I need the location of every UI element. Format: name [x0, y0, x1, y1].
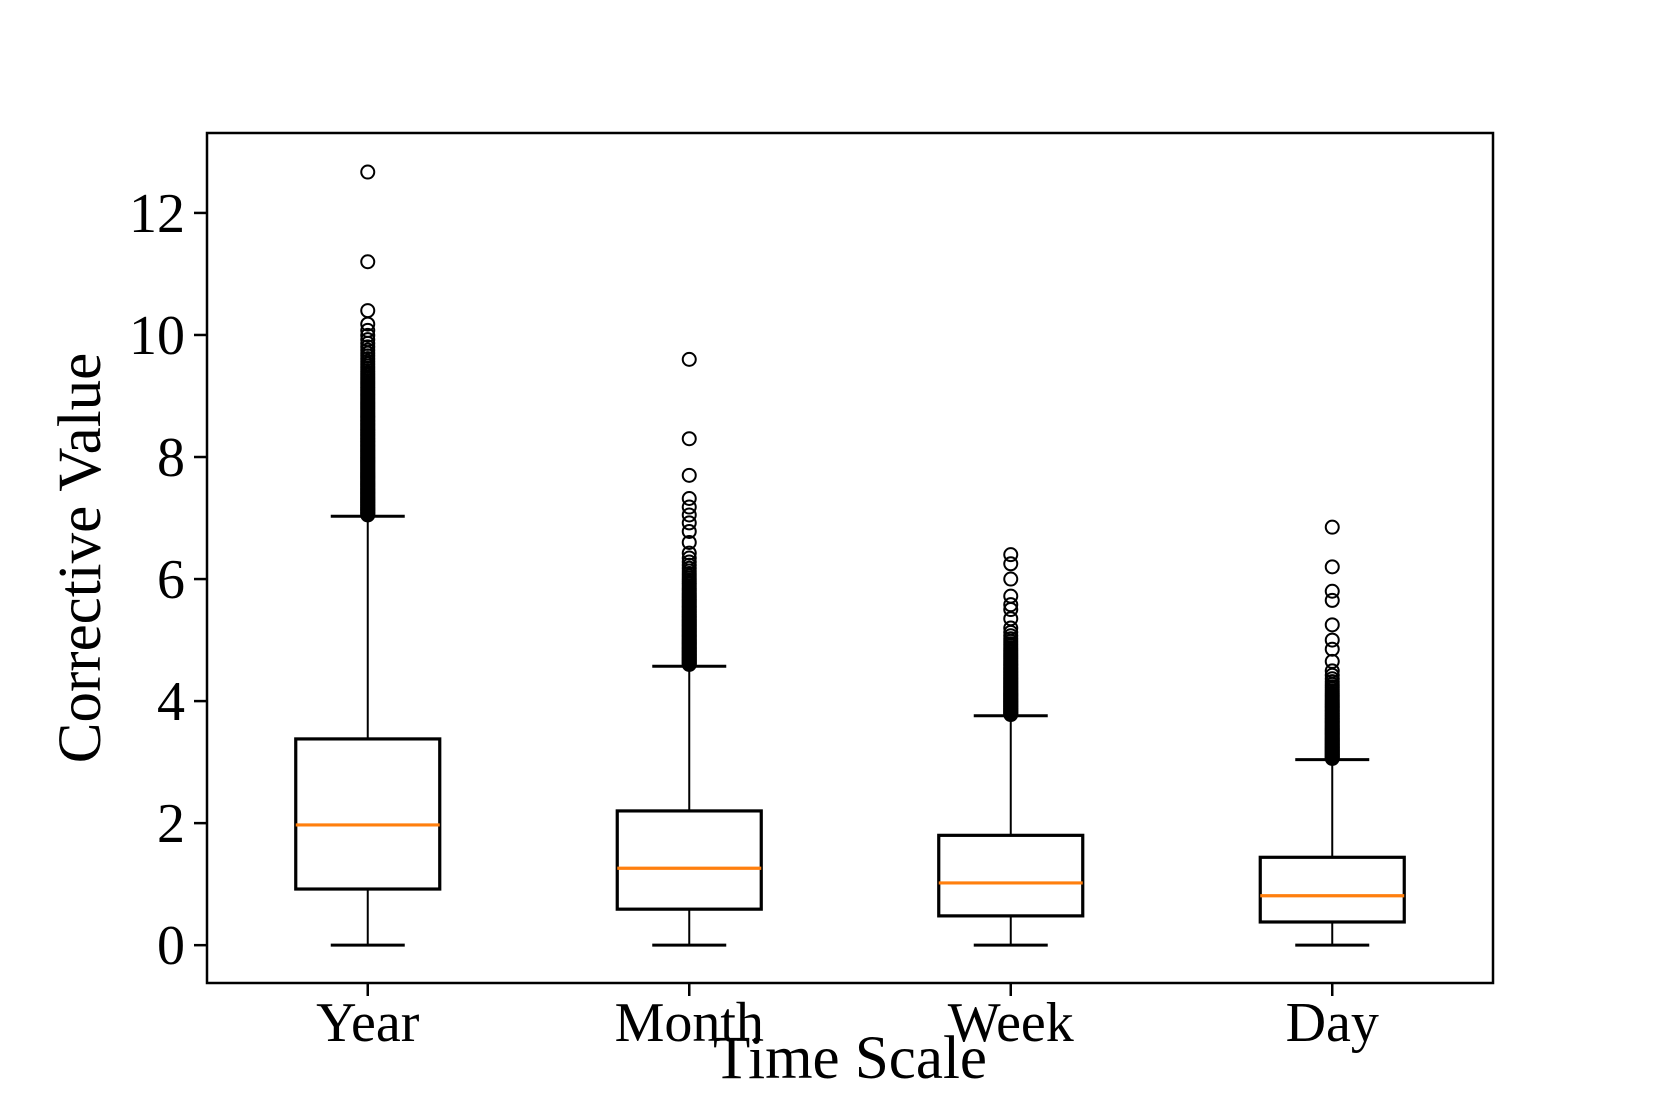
outlier-point [681, 534, 697, 550]
outlier-point [681, 507, 697, 523]
outlier-point [1003, 620, 1019, 636]
y-tick-label: 0 [157, 915, 185, 977]
outlier-point [681, 545, 697, 561]
outlier-point [1324, 641, 1340, 657]
plot-area: 0 2 4 6 8 10 12 Year Month Week Day [129, 131, 1495, 1054]
outlier-point [681, 467, 697, 483]
y-tick-label: 8 [157, 427, 185, 489]
outlier-point [681, 351, 697, 367]
outlier-point [1003, 611, 1019, 627]
y-tick-label: 4 [157, 671, 185, 733]
x-tick-label-month: Month [615, 992, 764, 1054]
y-tick-label: 6 [157, 549, 185, 611]
x-tick-label-day: Day [1286, 992, 1379, 1054]
outlier-point [360, 303, 376, 319]
outlier-point [1003, 597, 1019, 613]
x-axis-label: Time Scale [713, 1025, 987, 1092]
iqr-box-month [615, 809, 763, 911]
outlier-point [1324, 617, 1340, 633]
outlier-point [681, 499, 697, 515]
outlier-point [1324, 632, 1340, 648]
outlier-point [1003, 571, 1019, 587]
outlier-point [1324, 592, 1340, 608]
x-tick-label-year: Year [316, 992, 420, 1054]
outlier-point [360, 332, 376, 348]
x-tick-label-week: Week [948, 992, 1074, 1054]
outlier-point [1324, 519, 1340, 535]
iqr-box-week [937, 833, 1085, 918]
outlier-point [1324, 559, 1340, 575]
outlier-point [360, 322, 376, 338]
outlier-point [1324, 663, 1340, 679]
outlier-point [360, 254, 376, 270]
y-axis-label: Corrective Value [47, 353, 114, 763]
outlier-point [1003, 547, 1019, 563]
iqr-box-day [1258, 855, 1406, 924]
outlier-point [681, 515, 697, 531]
outlier-point [681, 550, 697, 566]
outlier-point [681, 523, 697, 539]
outlier-point [360, 164, 376, 180]
outlier-point [1003, 588, 1019, 604]
outlier-point [681, 431, 697, 447]
outlier-point [1324, 583, 1340, 599]
y-tick-label: 10 [129, 305, 185, 367]
outlier-point [681, 554, 697, 570]
plot-frame [205, 131, 1495, 985]
iqr-box-year [294, 737, 442, 891]
outlier-point [1003, 556, 1019, 572]
outlier-point [681, 491, 697, 507]
y-tick-label: 2 [157, 793, 185, 855]
y-tick-label: 12 [129, 183, 185, 245]
outlier-point [360, 327, 376, 343]
